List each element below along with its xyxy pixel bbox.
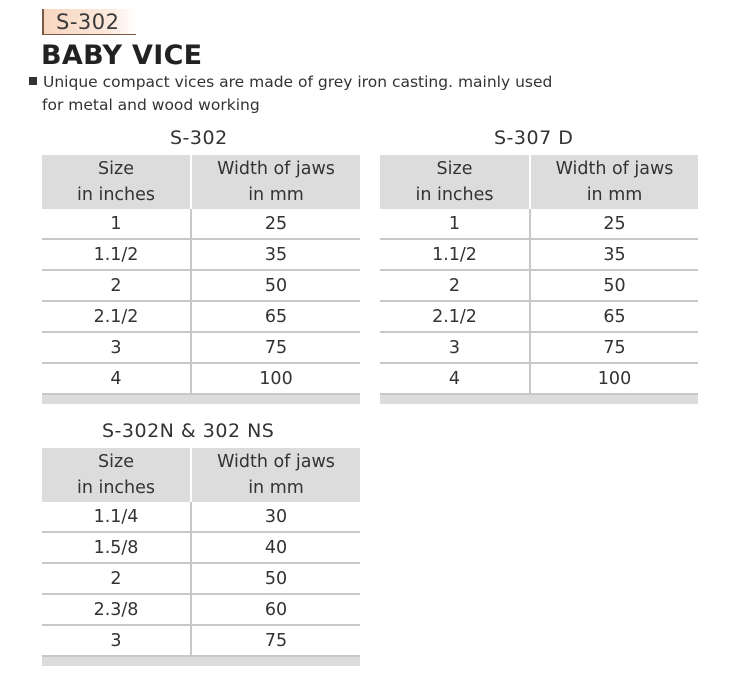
product-code: S-302 [56,10,120,34]
size-cell: 3 [42,332,192,364]
page-title: BABY VICE [41,40,203,71]
size-cell: 3 [42,625,192,657]
width-cell: 50 [191,563,360,595]
header-size: Size in inches [42,448,192,502]
table-header-row: Size in inches Width of jaws in mm [42,155,360,209]
table-header-row: Size in inches Width of jaws in mm [380,155,698,209]
size-cell: 2.3/8 [42,594,192,626]
table-row: 2 50 [380,270,698,302]
table-row: 2.1/2 65 [380,301,698,333]
width-cell: 65 [191,301,360,333]
table-footer-bar [380,394,698,404]
size-cell: 2.1/2 [380,301,531,333]
width-cell: 40 [191,532,360,564]
size-cell: 1.1/4 [42,502,192,533]
size-cell: 4 [380,363,531,395]
size-cell: 1.5/8 [42,532,192,564]
footer-bar-cell [191,656,360,666]
size-cell: 2 [42,563,192,595]
width-cell: 75 [530,332,698,364]
size-cell: 1.1/2 [42,239,192,271]
width-cell: 25 [530,209,698,240]
product-code-tag: S-302 [42,9,136,35]
header-width: Width of jaws in mm [191,155,360,209]
width-cell: 65 [530,301,698,333]
footer-bar-cell [42,394,191,404]
table-row: 1 25 [42,209,360,240]
size-cell: 2.1/2 [42,301,192,333]
table-s307d: Size in inches Width of jaws in mm 1 25 1.1/… [380,155,698,404]
table-row: 3 75 [380,332,698,364]
table-s302n: Size in inches Width of jaws in mm 1.1/4 30… [42,448,360,666]
footer-bar-cell [42,656,191,666]
table-row: 2.3/8 60 [42,594,360,626]
table-row: 2.1/2 65 [42,301,360,333]
width-cell: 50 [530,270,698,302]
header-width: Width of jaws in mm [191,448,360,502]
table-s302: Size in inches Width of jaws in mm 1 25 1.1/… [42,155,360,404]
table-row: 4 100 [42,363,360,395]
bullet-square-icon [29,77,37,85]
size-cell: 2 [42,270,192,302]
width-cell: 25 [191,209,360,240]
width-cell: 30 [191,502,360,533]
size-cell: 2 [380,270,531,302]
width-cell: 50 [191,270,360,302]
header-size: Size in inches [42,155,192,209]
size-cell: 4 [42,363,192,395]
header-size: Size in inches [380,155,531,209]
table-row: 3 75 [42,625,360,657]
table-title-s302n: S-302N & 302 NS [102,420,275,442]
table-row: 1.1/2 35 [42,239,360,271]
width-cell: 35 [191,239,360,271]
table-row: 4 100 [380,363,698,395]
table-row: 3 75 [42,332,360,364]
header-width: Width of jaws in mm [530,155,698,209]
table-footer-bar [42,656,360,666]
table-title-s307d: S-307 D [494,127,574,149]
table-row: 2 50 [42,563,360,595]
table-footer-bar [42,394,360,404]
size-cell: 1 [42,209,192,240]
footer-bar-cell [380,394,530,404]
width-cell: 60 [191,594,360,626]
size-cell: 1.1/2 [380,239,531,271]
width-cell: 100 [530,363,698,395]
table-row: 1.1/4 30 [42,502,360,533]
table-row: 1.1/2 35 [380,239,698,271]
footer-bar-cell [191,394,360,404]
size-cell: 1 [380,209,531,240]
footer-bar-cell [530,394,698,404]
product-description: Unique compact vices are made of grey ir… [27,71,627,117]
width-cell: 100 [191,363,360,395]
table-row: 1.5/8 40 [42,532,360,564]
description-line-2: for metal and wood working [42,96,260,114]
description-line-1: Unique compact vices are made of grey ir… [43,73,553,91]
table-row: 1 25 [380,209,698,240]
size-cell: 3 [380,332,531,364]
table-row: 2 50 [42,270,360,302]
width-cell: 35 [530,239,698,271]
width-cell: 75 [191,625,360,657]
table-title-s302: S-302 [170,127,228,149]
width-cell: 75 [191,332,360,364]
table-header-row: Size in inches Width of jaws in mm [42,448,360,502]
